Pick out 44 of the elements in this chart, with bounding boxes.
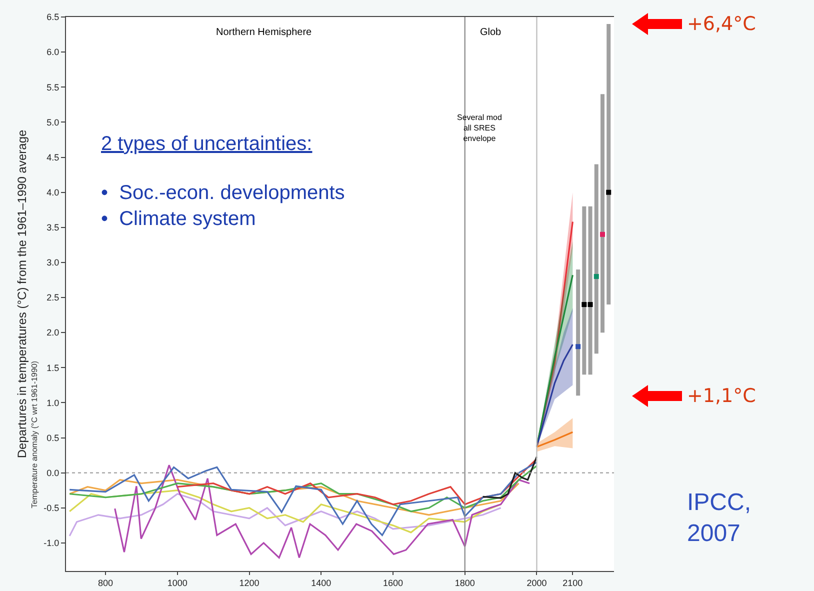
x-tick-label: 1600 <box>382 578 404 588</box>
annotation: 2 types of uncertainties: <box>101 133 312 155</box>
line-series <box>482 456 538 499</box>
line-series <box>68 465 538 512</box>
y-tick-label: 3.5 <box>46 222 60 233</box>
y-tick-label: -0.5 <box>44 503 60 514</box>
y-tick-label: 3.0 <box>46 258 60 268</box>
y-tick-label: 6.5 <box>46 12 60 22</box>
text: IPCC, 2007 <box>687 489 752 548</box>
y-tick-label: 1.0 <box>46 398 60 408</box>
point <box>606 190 612 195</box>
y-tick-label: 2.5 <box>46 292 60 303</box>
point <box>600 232 605 237</box>
x-tick-label: 1200 <box>239 578 260 588</box>
point <box>582 302 587 308</box>
point <box>594 274 599 279</box>
point <box>588 302 593 308</box>
text: +1,1°C <box>687 385 756 407</box>
y-tick-label: 5.0 <box>46 117 60 128</box>
y-tick-label: 6.0 <box>46 47 60 58</box>
x-tick-label: 1400 <box>311 578 332 588</box>
x-tick-label: 2100 <box>562 578 583 588</box>
y-tick-label: 5.5 <box>46 82 60 92</box>
annotation: Several mod all SRES envelope <box>457 113 502 143</box>
y-tick-label: 0.0 <box>46 468 60 478</box>
y-tick-label: 0.5 <box>46 432 60 443</box>
y-tick-label: 2.0 <box>46 328 60 338</box>
annotation: Glob <box>480 27 502 38</box>
y-axis-title: Departures in temperatures (°C) from the 1961–1990 average <box>14 130 29 458</box>
y-tick-label: 1.5 <box>46 362 60 373</box>
text: +6,4°C <box>687 13 756 35</box>
x-tick-label: 2000 <box>526 578 547 588</box>
x-tick-label: 1000 <box>167 578 188 588</box>
y-tick-label: 4.0 <box>46 187 60 198</box>
line-series <box>114 464 530 558</box>
text: Temperature anomaly (°C wrt 1961-1990) <box>30 360 40 508</box>
y-tick-label: 4.5 <box>46 152 60 162</box>
annotation: • Soc.-econ. developments • Climate system <box>101 182 345 230</box>
x-tick-label: 800 <box>98 578 114 588</box>
annotation: Northern Hemisphere <box>216 27 312 38</box>
point <box>576 344 581 350</box>
line-series <box>68 462 538 536</box>
y-tick-label: -1.0 <box>44 538 60 548</box>
x-tick-label: 1800 <box>454 578 475 588</box>
